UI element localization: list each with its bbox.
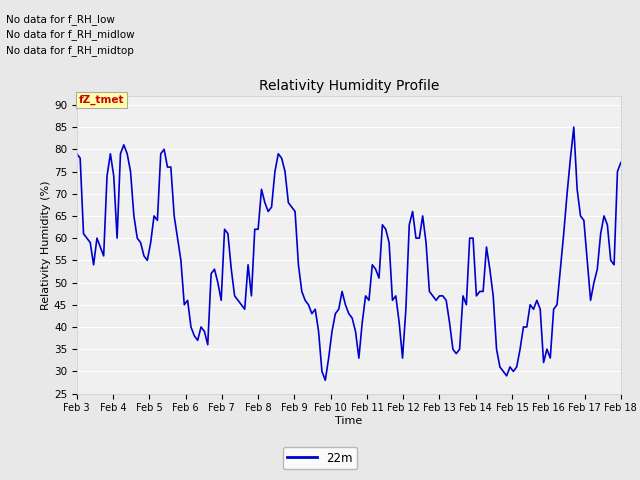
Legend: 22m: 22m	[282, 447, 358, 469]
Text: No data for f_RH_midtop: No data for f_RH_midtop	[6, 45, 134, 56]
Text: fZ_tmet: fZ_tmet	[79, 95, 124, 105]
X-axis label: Time: Time	[335, 416, 362, 426]
Text: No data for f_RH_low: No data for f_RH_low	[6, 13, 115, 24]
Y-axis label: Relativity Humidity (%): Relativity Humidity (%)	[41, 180, 51, 310]
Title: Relativity Humidity Profile: Relativity Humidity Profile	[259, 80, 439, 94]
Text: No data for f_RH_midlow: No data for f_RH_midlow	[6, 29, 135, 40]
